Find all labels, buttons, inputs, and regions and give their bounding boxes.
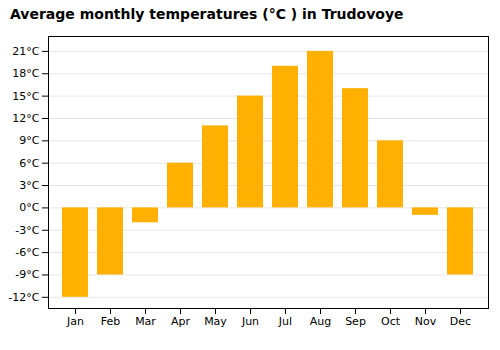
svg-text:-12°C: -12°C [8, 291, 39, 304]
svg-text:12°C: 12°C [12, 112, 39, 125]
svg-text:18°C: 18°C [12, 67, 39, 80]
svg-text:-3°C: -3°C [15, 224, 39, 237]
html-text:Average monthly temperatures (: Average monthly temperatures (°C ) in Tr… [10, 6, 404, 22]
svg-text:15°C: 15°C [12, 90, 39, 103]
svg-text:Aug: Aug [310, 315, 331, 328]
svg-text:Jun: Jun [241, 315, 259, 328]
svg-text:Apr: Apr [171, 315, 191, 328]
svg-text:-6°C: -6°C [15, 246, 39, 259]
svg-text:Mar: Mar [135, 315, 156, 328]
svg-text:3°C: 3°C [19, 179, 39, 192]
svg-text:6°C: 6°C [19, 157, 39, 170]
svg-text:Oct: Oct [381, 315, 401, 328]
svg-text:Feb: Feb [101, 315, 120, 328]
svg-text:Dec: Dec [450, 315, 471, 328]
svg-text:Jul: Jul [278, 315, 292, 328]
svg-text:0°C: 0°C [19, 201, 39, 214]
svg-text:May: May [204, 315, 227, 328]
svg-text:Jan: Jan [66, 315, 84, 328]
svg-text:-9°C: -9°C [15, 268, 39, 281]
svg-text:Nov: Nov [415, 315, 437, 328]
svg-text:9°C: 9°C [19, 134, 39, 147]
svg-text:21°C: 21°C [12, 45, 39, 58]
svg-text:Sep: Sep [345, 315, 366, 328]
